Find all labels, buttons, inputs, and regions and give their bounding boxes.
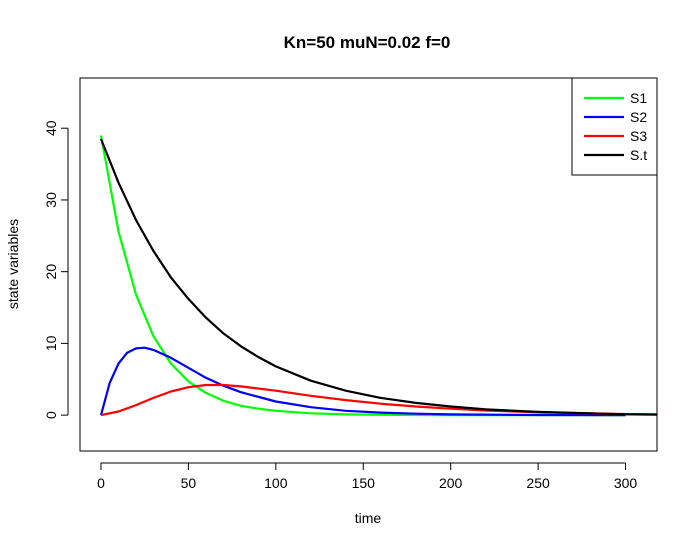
x-tick-label: 300 (614, 475, 638, 491)
plot-border (79, 77, 658, 452)
x-axis: 0 50 100 150 200 250 300 (97, 462, 638, 491)
x-tick-label: 0 (97, 475, 105, 491)
chart-title: Kn=50 muN=0.02 f=0 (284, 33, 451, 52)
x-tick-label: 250 (526, 475, 550, 491)
legend-label: S.t (630, 147, 647, 163)
x-tick-label: 50 (181, 475, 197, 491)
legend-label: S1 (630, 90, 647, 106)
y-tick-label: 20 (43, 264, 59, 280)
legend-label: S2 (630, 109, 647, 125)
y-tick-label: 30 (43, 192, 59, 208)
x-axis-label: time (355, 510, 382, 526)
series-line-s3 (100, 383, 657, 417)
y-tick-label: 10 (43, 335, 59, 351)
series-line-s-t (99, 138, 657, 416)
y-axis-label: state variables (5, 219, 21, 309)
y-axis: 0 10 20 30 40 (43, 120, 69, 419)
legend-box (571, 77, 658, 176)
series-layer (99, 135, 657, 417)
y-tick-label: 0 (43, 411, 59, 419)
legend-label: S3 (630, 128, 647, 144)
series-line-s1 (99, 135, 626, 417)
y-tick-label: 40 (43, 120, 59, 136)
series-line-s2 (99, 346, 626, 417)
x-tick-label: 150 (352, 475, 376, 491)
x-tick-label: 100 (264, 475, 288, 491)
legend: S1 S2 S3 S.t (571, 77, 658, 176)
x-tick-label: 200 (439, 475, 463, 491)
